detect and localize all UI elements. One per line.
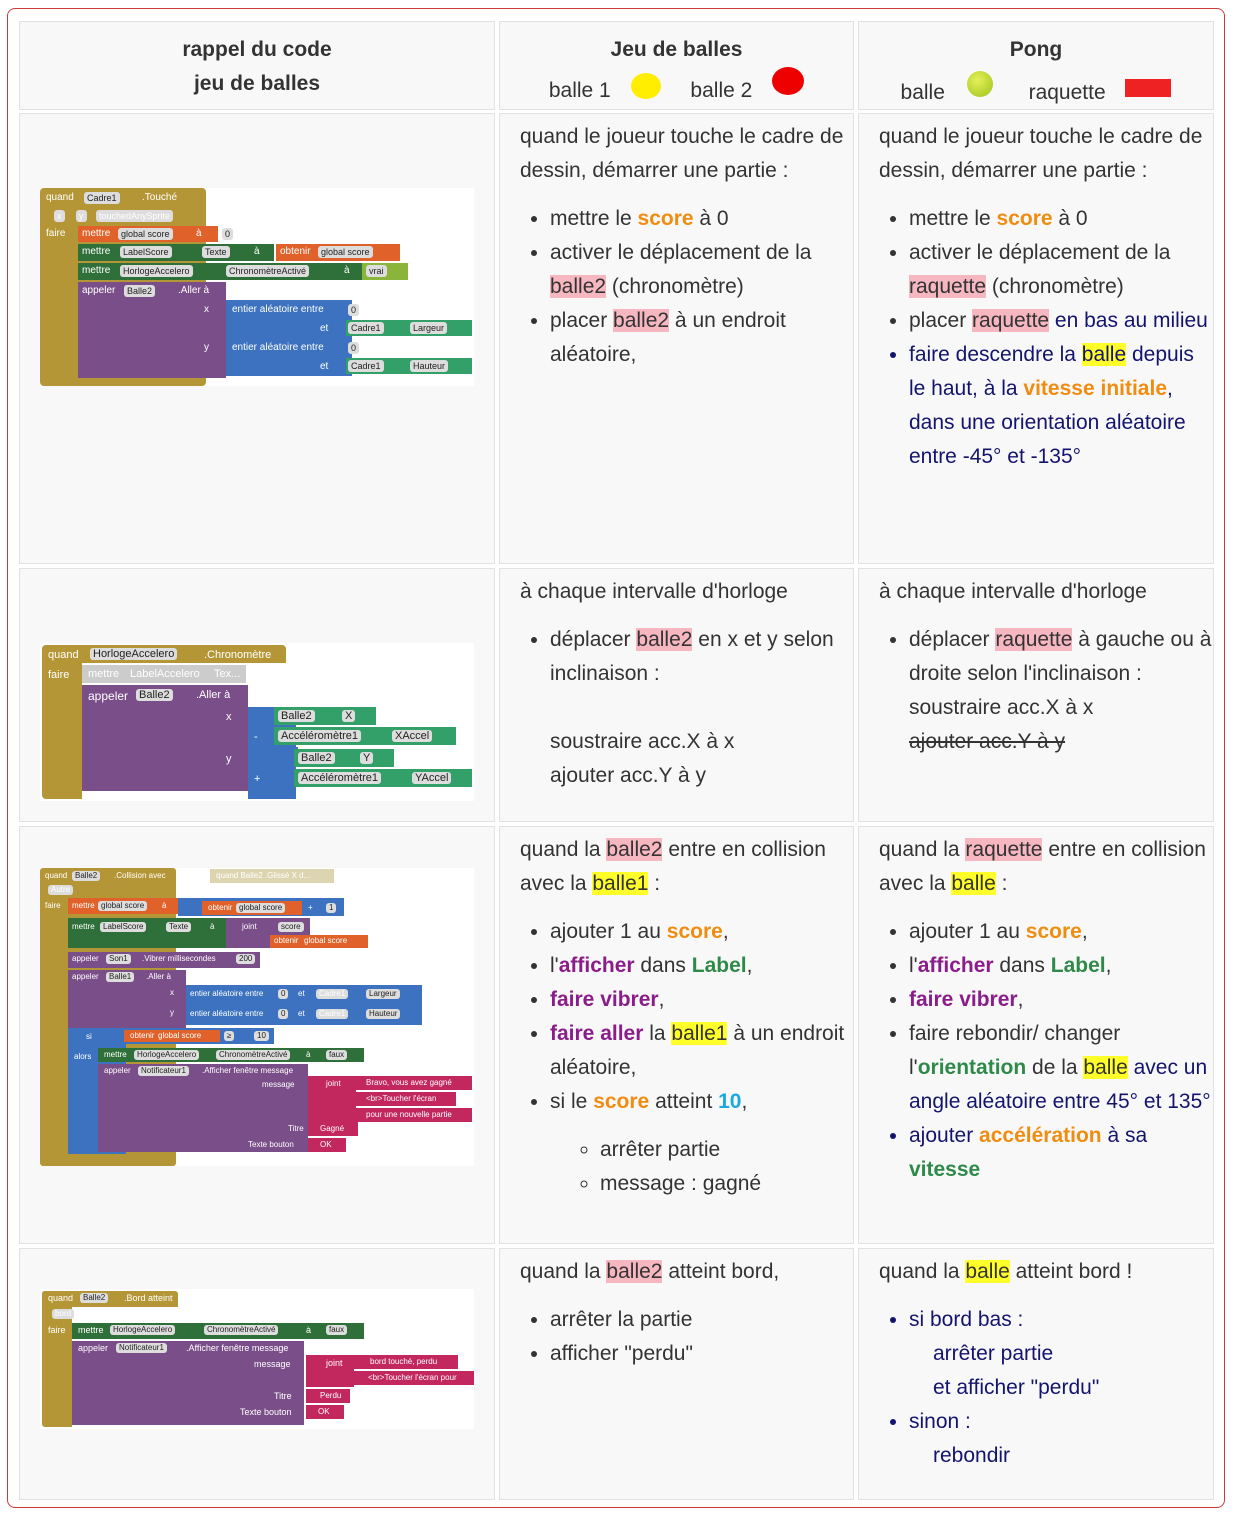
row3-col2-item1: ajouter 1 au score, [550,915,853,949]
row3-col3-item4: faire rebondir/ changer l'orientation de… [909,1017,1213,1119]
row4-col3-item1: si bord bas : arrêter partie et afficher… [909,1303,1213,1405]
row1-col2-cell: quand le joueur touche le cadre de dessi… [499,113,854,564]
row4-col2-cell: quand la balle2 atteint bord, arrêter la… [499,1248,854,1500]
row1-code-cell: quand Cadre1 .Touché x y touchedAnySprit… [19,113,495,564]
yellow-ball-icon [630,73,661,99]
row2-col2-subtract: soustraire acc.X à x [550,730,735,753]
row4-code-cell: quand Balle2 .Bord atteint bord faire me… [19,1248,495,1500]
row4-col2-intro: quand la balle2 atteint bord, [520,1260,780,1283]
row2-blocks-image: quand HorlogeAccelero .Chronomètre faire… [40,643,474,801]
row3-col3-item1: ajouter 1 au score, [909,915,1213,949]
row3-col2-sub1: arrêter partie [600,1133,853,1167]
row2-col2-intro: à chaque intervalle d'horloge [520,580,788,603]
row3-col2-item2: l'afficher dans Label, [550,949,853,983]
row1-col2-item3: placer balle2 à un endroit aléatoire, [550,304,853,372]
row1-col3-item2: activer le déplacement de la raquette (c… [909,236,1213,304]
header-pong: Pong balle raquette [858,21,1214,110]
header-col1-line2: jeu de balles [193,72,321,95]
row1-col2-intro: quand le joueur touche le cadre de dessi… [520,125,844,182]
row3-code-cell: quand Balle2 .Collision avec Autre quand… [19,826,495,1244]
row2-code-cell: quand HorlogeAccelero .Chronomètre faire… [19,568,495,822]
row4-col2-item1: arrêter la partie [550,1303,853,1337]
header-col3-title: Pong [1009,38,1063,61]
header-col1-line1: rappel du code [182,38,332,61]
row1-blocks-image: quand Cadre1 .Touché x y touchedAnySprit… [40,188,474,386]
ball-label: balle [900,81,945,104]
row3-col3-item3: faire vibrer, [909,983,1213,1017]
row2-col2-item1: déplacer balle2 en x et y selon inclinai… [550,623,853,793]
row2-col3-cell: à chaque intervalle d'horloge déplacer r… [858,568,1214,822]
header-col2-title: Jeu de balles [610,38,743,61]
row4-col3-stop: arrêter partie [933,1342,1054,1365]
page-frame [7,8,1225,1508]
row1-col3-item3: placer raquette en bas au milieu [909,304,1213,338]
row2-col2-add: ajouter acc.Y à y [550,764,707,787]
row2-col3-intro: à chaque intervalle d'horloge [879,580,1147,603]
ball2-label: balle 2 [690,79,753,102]
tennis-ball-icon [966,71,993,97]
row3-col2-item4: faire aller la balle1 à un endroit aléat… [550,1017,853,1085]
row3-col2-intro: quand la balle2 entre en collision avec … [520,838,826,895]
row4-col3-cell: quand la balle atteint bord ! si bord ba… [858,1248,1214,1500]
row1-col3-item4: faire descendre la balle depuis le haut,… [909,338,1213,474]
ball1-label: balle 1 [548,79,611,102]
row4-col3-intro: quand la balle atteint bord ! [879,1260,1133,1283]
row3-blocks-image: quand Balle2 .Collision avec Autre quand… [40,868,474,1166]
row4-col3-bounce: rebondir [933,1444,1011,1467]
row4-blocks-image: quand Balle2 .Bord atteint bord faire me… [40,1289,474,1429]
row3-col3-item5: ajouter accélération à sa vitesse [909,1119,1213,1187]
row1-col2-item2: activer le déplacement de la balle2 (chr… [550,236,853,304]
row3-col2-item5: si le score atteint 10, arrêter partie m… [550,1085,853,1201]
row3-col3-cell: quand la raquette entre en collision ave… [858,826,1214,1244]
paddle-label: raquette [1028,81,1106,104]
row3-col3-intro: quand la raquette entre en collision ave… [879,838,1206,895]
header-jeu-de-balles: Jeu de balles balle 1 balle 2 [499,21,854,110]
row3-col2-cell: quand la balle2 entre en collision avec … [499,826,854,1244]
row1-col3-cell: quand le joueur touche le cadre de dessi… [858,113,1214,564]
row2-col3-add-struck: ajouter acc.Y à y [909,730,1066,753]
header-code: rappel du code jeu de balles [19,21,495,110]
paddle-icon [1125,79,1172,97]
row1-col3-intro: quand le joueur touche le cadre de dessi… [879,125,1203,182]
row1-col2-item1: mettre le score à 0 [550,202,853,236]
row2-col3-subtract: soustraire acc.X à x [909,696,1094,719]
row4-col3-show-lost: et afficher "perdu" [933,1376,1100,1399]
row3-col2-sub2: message : gagné [600,1167,853,1201]
row2-col2-cell: à chaque intervalle d'horloge déplacer b… [499,568,854,822]
row4-col2-item2: afficher "perdu" [550,1337,853,1371]
row1-col3-item1: mettre le score à 0 [909,202,1213,236]
row3-col3-item2: l'afficher dans Label, [909,949,1213,983]
row2-col3-item1: déplacer raquette à gauche ou à droite s… [909,623,1213,759]
red-ball-icon [772,67,805,95]
row4-col3-item2: sinon : rebondir [909,1405,1213,1473]
row3-col2-item3: faire vibrer, [550,983,853,1017]
